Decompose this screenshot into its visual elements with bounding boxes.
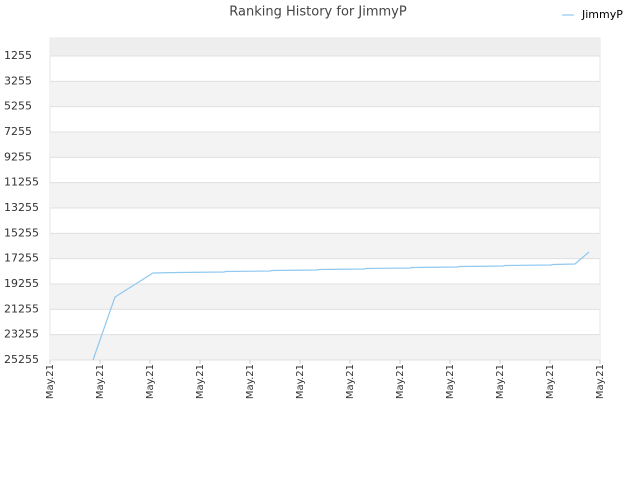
- y-tick-label: 21255: [4, 302, 39, 315]
- plot-band: [50, 38, 600, 56]
- x-tick-label: May.21: [495, 364, 506, 399]
- x-tick-label: May.21: [195, 364, 206, 399]
- y-tick-label: 3255: [4, 74, 32, 87]
- x-tick-label: May.21: [445, 364, 456, 399]
- y-tick-label: 5255: [4, 100, 32, 113]
- plot-band: [50, 182, 600, 208]
- y-tick-label: 13255: [4, 201, 39, 214]
- x-tick-label: May.21: [345, 364, 356, 399]
- plot-band: [50, 334, 600, 360]
- chart-title: Ranking History for JimmyP: [229, 5, 407, 20]
- x-tick-label: May.21: [595, 364, 606, 399]
- x-tick-label: May.21: [145, 364, 156, 399]
- y-tick-label: 15255: [4, 226, 39, 239]
- y-tick-label: 19255: [4, 277, 39, 290]
- line: [92, 251, 590, 361]
- plot-band: [50, 233, 600, 259]
- legend-label: JimmyP: [581, 8, 623, 21]
- y-tick-label: 17255: [4, 252, 39, 265]
- y-tick-label: 11255: [4, 176, 39, 189]
- y-tick-label: 23255: [4, 328, 39, 341]
- y-tick-label: 9255: [4, 150, 32, 163]
- plot-band: [50, 283, 600, 310]
- x-tick-label: May.21: [245, 364, 256, 399]
- plot-band: [50, 81, 600, 107]
- y-tick-label: 25255: [4, 353, 39, 366]
- x-tick-label: May.21: [295, 364, 306, 399]
- y-tick-label: 1255: [4, 49, 32, 62]
- y-tick-label: 7255: [4, 125, 32, 138]
- x-tick-label: May.21: [45, 364, 56, 399]
- x-tick-label: May.21: [545, 364, 556, 399]
- x-tick-label: May.21: [95, 364, 106, 399]
- plot-band: [50, 131, 600, 158]
- x-tick-label: May.21: [395, 364, 406, 399]
